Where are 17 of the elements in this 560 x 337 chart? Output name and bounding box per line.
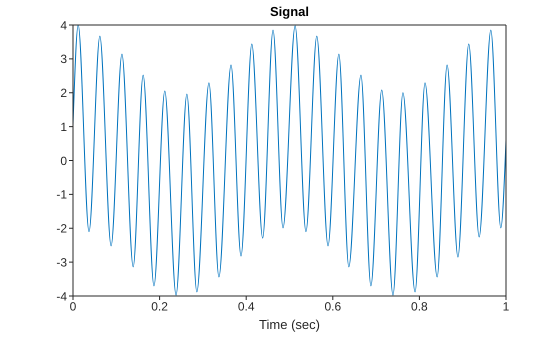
x-tick-label: 0.4 [238,300,255,314]
y-tick-label: -4 [56,289,68,304]
y-tick-label: 1 [60,120,68,134]
y-tick-label: 2 [60,86,68,100]
x-tick-label: 0 [70,300,77,314]
chart-title: Signal [268,4,310,19]
x-tick-label: 0.6 [324,300,342,314]
y-tick-label: 0 [60,154,68,168]
x-tick-label: 0.2 [151,300,168,314]
y-tick-label: 4 [60,18,68,32]
y-tick-label: -1 [56,188,68,202]
x-axis-title: Time (sec) [259,317,320,332]
y-tick-label: -2 [56,222,68,236]
x-tick-label: 1 [502,300,510,314]
y-tick-label: 3 [60,52,68,66]
y-tick-label: -3 [56,255,68,270]
x-tick-label: 0.8 [411,300,428,314]
